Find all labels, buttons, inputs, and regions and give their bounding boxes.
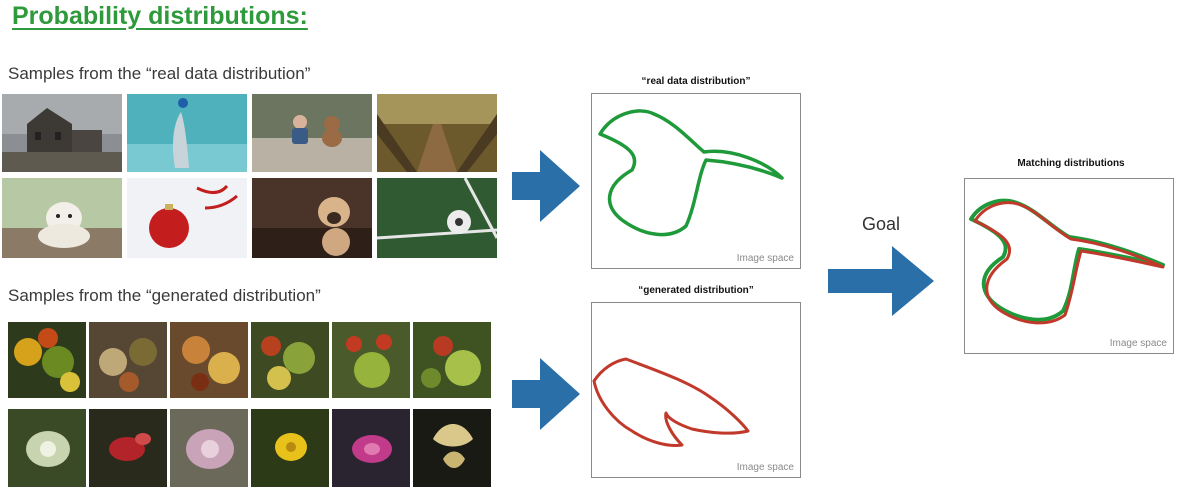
- generated-food-5: [332, 322, 410, 398]
- real-samples-caption: Samples from the “real data distribution…: [8, 64, 311, 83]
- generated-flower-1: [8, 409, 86, 487]
- goal-label: Goal: [862, 214, 901, 234]
- real-distribution-box: Image space: [591, 93, 801, 269]
- matching-distributions-box: Image space: [964, 178, 1174, 354]
- image-space-label: Image space: [1109, 338, 1167, 349]
- generated-flower-3: [170, 409, 248, 487]
- matching-distributions-title: Matching distributions: [1017, 158, 1125, 169]
- pug-photo: [252, 178, 372, 258]
- slide-title: Probability distributions:: [12, 2, 308, 30]
- wooden-bridge-photo: [377, 94, 497, 172]
- matching-distributions-curves: [969, 198, 1165, 325]
- image-space-label: Image space: [736, 253, 794, 264]
- arrow-right-icon: [512, 358, 580, 430]
- generated-food-4: [251, 322, 329, 398]
- generated-food-6: [413, 322, 491, 398]
- christmas-ornament-photo: [127, 178, 247, 258]
- arrow-right-icon: [512, 150, 580, 222]
- real-distribution-title: “real data distribution”: [641, 76, 751, 87]
- generated-flower-6: [413, 409, 491, 487]
- generated-samples-caption: Samples from the “generated distribution…: [8, 286, 321, 305]
- generated-distribution-title: “generated distribution”: [638, 285, 754, 296]
- generated-food-1: [8, 322, 86, 398]
- kid-and-teddy-bear-photo: [252, 94, 372, 172]
- image-space-label: Image space: [736, 462, 794, 473]
- puppy-photo: [2, 178, 122, 258]
- arrow-right-icon: [828, 246, 934, 316]
- soccer-ball-photo: [377, 178, 497, 258]
- generated-flower-2: [89, 409, 167, 487]
- generated-distribution-curve: [592, 357, 750, 447]
- real-distribution-curve: [598, 109, 784, 237]
- generated-flower-5: [332, 409, 410, 487]
- haunted-house-photo: [2, 94, 122, 172]
- generated-flower-4: [251, 409, 329, 487]
- generated-food-3: [170, 322, 248, 398]
- dolphin-photo: [127, 94, 247, 172]
- generated-food-2: [89, 322, 167, 398]
- generated-distribution-box: Image space: [591, 302, 801, 478]
